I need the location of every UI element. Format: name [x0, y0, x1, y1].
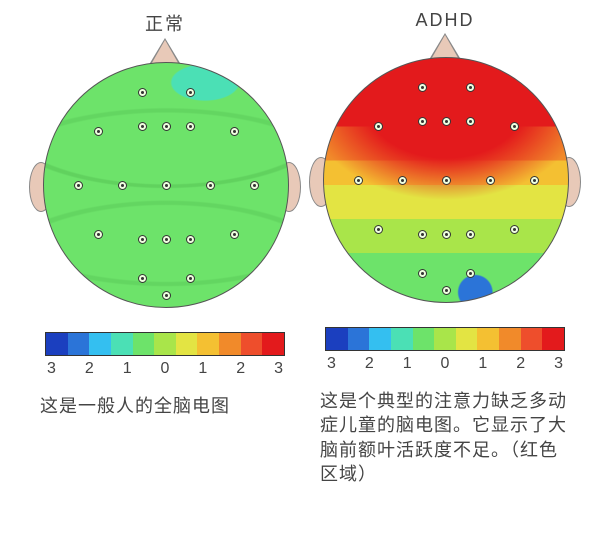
electrode-icon: [138, 88, 147, 97]
topomap-normal: [43, 62, 289, 308]
electrode-icon: [186, 122, 195, 131]
electrode-icon: [510, 122, 519, 131]
electrode-icon: [418, 117, 427, 126]
electrode-icon: [418, 230, 427, 239]
electrode-icon: [186, 274, 195, 283]
caption-normal: 这是一般人的全脑电图: [30, 394, 300, 418]
head-normal: [35, 42, 295, 322]
electrode-icon: [162, 291, 171, 300]
head-adhd: [315, 37, 575, 317]
electrode-icon: [486, 176, 495, 185]
electrode-icon: [138, 122, 147, 131]
electrode-icon: [230, 127, 239, 136]
electrode-icon: [118, 181, 127, 190]
electrode-icon: [74, 181, 83, 190]
electrode-icon: [206, 181, 215, 190]
electrode-icon: [138, 274, 147, 283]
electrode-icon: [510, 225, 519, 234]
electrode-icon: [354, 176, 363, 185]
electrode-icon: [442, 176, 451, 185]
electrode-icon: [162, 122, 171, 131]
electrode-icon: [418, 269, 427, 278]
electrode-icon: [94, 230, 103, 239]
electrode-icon: [398, 176, 407, 185]
electrode-icon: [230, 230, 239, 239]
panel-normal: 正常 3210123 这是一般人的全脑电图: [30, 10, 300, 418]
electrode-icon: [374, 225, 383, 234]
caption-adhd: 这是个典型的注意力缺乏多动症儿童的脑电图。它显示了大脑前额叶活跃度不足。（红色区…: [310, 389, 580, 486]
electrode-icon: [442, 230, 451, 239]
colorbar-adhd: 3210123: [325, 327, 565, 373]
electrode-icon: [250, 181, 259, 190]
electrode-icon: [162, 181, 171, 190]
electrode-icon: [162, 235, 171, 244]
electrode-icon: [442, 117, 451, 126]
electrode-icon: [186, 235, 195, 244]
electrode-icon: [186, 88, 195, 97]
electrode-icon: [418, 83, 427, 92]
electrode-icon: [466, 269, 475, 278]
title-normal: 正常: [30, 10, 300, 36]
electrode-icon: [138, 235, 147, 244]
electrode-icon: [442, 286, 451, 295]
electrode-icon: [94, 127, 103, 136]
colorbar-normal: 3210123: [45, 332, 285, 378]
title-adhd: ADHD: [310, 10, 580, 31]
electrode-icon: [466, 117, 475, 126]
topomap-adhd: [323, 57, 569, 303]
electrode-icon: [374, 122, 383, 131]
electrode-icon: [466, 83, 475, 92]
electrode-icon: [530, 176, 539, 185]
electrode-icon: [466, 230, 475, 239]
panel-adhd: ADHD 3210123 这是个典型的注意力缺乏多动症儿童的脑电图。它显示了大脑…: [310, 10, 580, 486]
